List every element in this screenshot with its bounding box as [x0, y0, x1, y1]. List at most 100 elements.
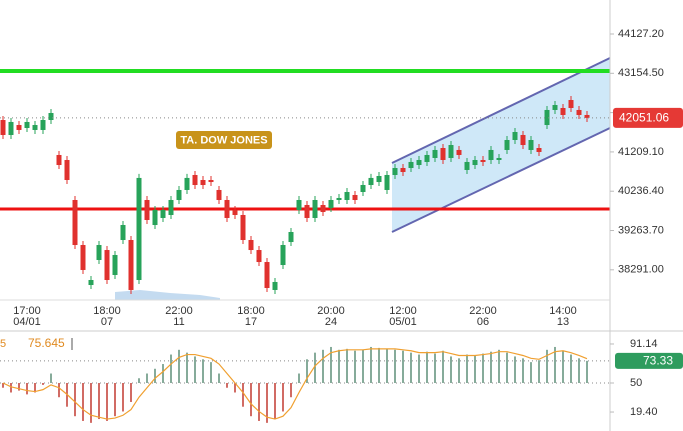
- candle-body: [336, 197, 342, 200]
- candle-body: [376, 176, 382, 183]
- oscillator-bar: [322, 349, 324, 383]
- oscillator-bar: [362, 349, 364, 383]
- candle-body: [144, 200, 150, 220]
- candle-body: [408, 161, 414, 168]
- oscillator-bar: [250, 383, 252, 417]
- candle-body: [80, 245, 86, 270]
- candle-body: [232, 209, 238, 215]
- last-value-box: [615, 352, 683, 369]
- candle-body: [136, 177, 142, 280]
- oscillator-bar: [458, 358, 460, 383]
- oscillator-bar: [282, 383, 284, 412]
- candle-body: [536, 148, 542, 152]
- signal-line: [2, 348, 588, 420]
- channel-upper: [391, 57, 611, 164]
- oscillator-bar: [562, 350, 564, 383]
- candle-body: [88, 280, 94, 286]
- oscillator-bar: [506, 352, 508, 383]
- x-tick-date: 13: [557, 316, 569, 328]
- candle-body: [352, 194, 358, 200]
- candle-body: [392, 168, 398, 175]
- oscillator-bar: [386, 348, 388, 383]
- candle-body: [520, 134, 526, 146]
- x-tick-date: 04/01: [13, 316, 41, 328]
- candle-body: [8, 121, 14, 135]
- last-price-label: 42051.06: [619, 111, 669, 125]
- candle-body: [200, 180, 206, 186]
- candle-body: [256, 250, 262, 263]
- oscillator-bar: [122, 383, 124, 412]
- candle-body: [560, 108, 566, 115]
- oscillator-bar: [130, 383, 132, 402]
- candle-body: [344, 192, 350, 200]
- candle-body: [40, 120, 46, 130]
- candle-body: [504, 140, 510, 150]
- candle-body: [248, 240, 254, 251]
- candle-body: [304, 205, 310, 218]
- candle-body: [544, 109, 550, 126]
- x-tick-date: 06: [477, 316, 489, 328]
- y-tick-label: 19.40: [630, 406, 658, 418]
- oscillator-bar: [490, 351, 492, 383]
- oscillator-bar: [50, 373, 52, 383]
- oscillator-bar: [570, 354, 572, 383]
- oscillator-bar: [394, 349, 396, 383]
- candle-body: [416, 160, 422, 166]
- candle-body: [72, 200, 78, 246]
- annotation-box: [176, 131, 272, 149]
- candle-body: [184, 177, 190, 190]
- oscillator-bar: [106, 383, 108, 421]
- x-tick-time: 18:00: [93, 305, 121, 317]
- oscillator-bar: [466, 354, 468, 383]
- channel-lower: [391, 127, 611, 233]
- candle-body: [496, 157, 502, 160]
- oscillator-bar: [82, 383, 84, 421]
- candle-body: [176, 189, 182, 200]
- oscillator-bar: [274, 383, 276, 420]
- candle-body: [280, 245, 286, 266]
- candle-body: [240, 214, 246, 240]
- oscillator-bar: [418, 354, 420, 383]
- candle-body: [472, 160, 478, 166]
- oscillator-bar: [482, 353, 484, 383]
- y-tick-label: 43154.50: [618, 67, 664, 79]
- oscillator-bar: [298, 373, 300, 383]
- candle-body: [528, 140, 534, 150]
- candle-body: [16, 125, 22, 130]
- oscillator-bar: [402, 350, 404, 383]
- oscillator-bar: [554, 346, 556, 383]
- candle-body: [128, 240, 134, 290]
- oscillator-bar: [586, 360, 588, 383]
- candle-body: [96, 245, 102, 260]
- candle-body: [568, 100, 574, 108]
- x-tick-date: 17: [245, 316, 257, 328]
- oscillator-bar: [546, 349, 548, 383]
- oscillator-bar: [330, 346, 332, 383]
- candle-body: [440, 148, 446, 160]
- candle-body: [272, 281, 278, 290]
- oscillator-bar: [434, 353, 436, 383]
- oscillator-bar: [290, 383, 292, 398]
- candle-body: [584, 114, 590, 118]
- candle-body: [448, 145, 454, 158]
- signal-value: 75.645: [28, 336, 65, 350]
- oscillator-bar: [410, 352, 412, 383]
- x-tick-time: 22:00: [469, 305, 497, 317]
- x-tick-date: 24: [325, 316, 337, 328]
- oscillator-bar: [58, 383, 60, 398]
- oscillator-bar: [306, 359, 308, 383]
- annotation: TA. DOW JONES: [180, 134, 267, 146]
- oscillator-bar: [266, 383, 268, 423]
- oscillator-bar: [370, 346, 372, 383]
- oscillator-bar: [354, 350, 356, 383]
- indicator-period: 5: [0, 338, 6, 350]
- candle-body: [32, 125, 38, 130]
- oscillator-bar: [378, 347, 380, 383]
- candle-body: [576, 109, 582, 115]
- oscillator-bar: [234, 383, 236, 393]
- oscillator-bar: [218, 373, 220, 383]
- candle-body: [208, 180, 214, 183]
- candle-body: [552, 105, 558, 110]
